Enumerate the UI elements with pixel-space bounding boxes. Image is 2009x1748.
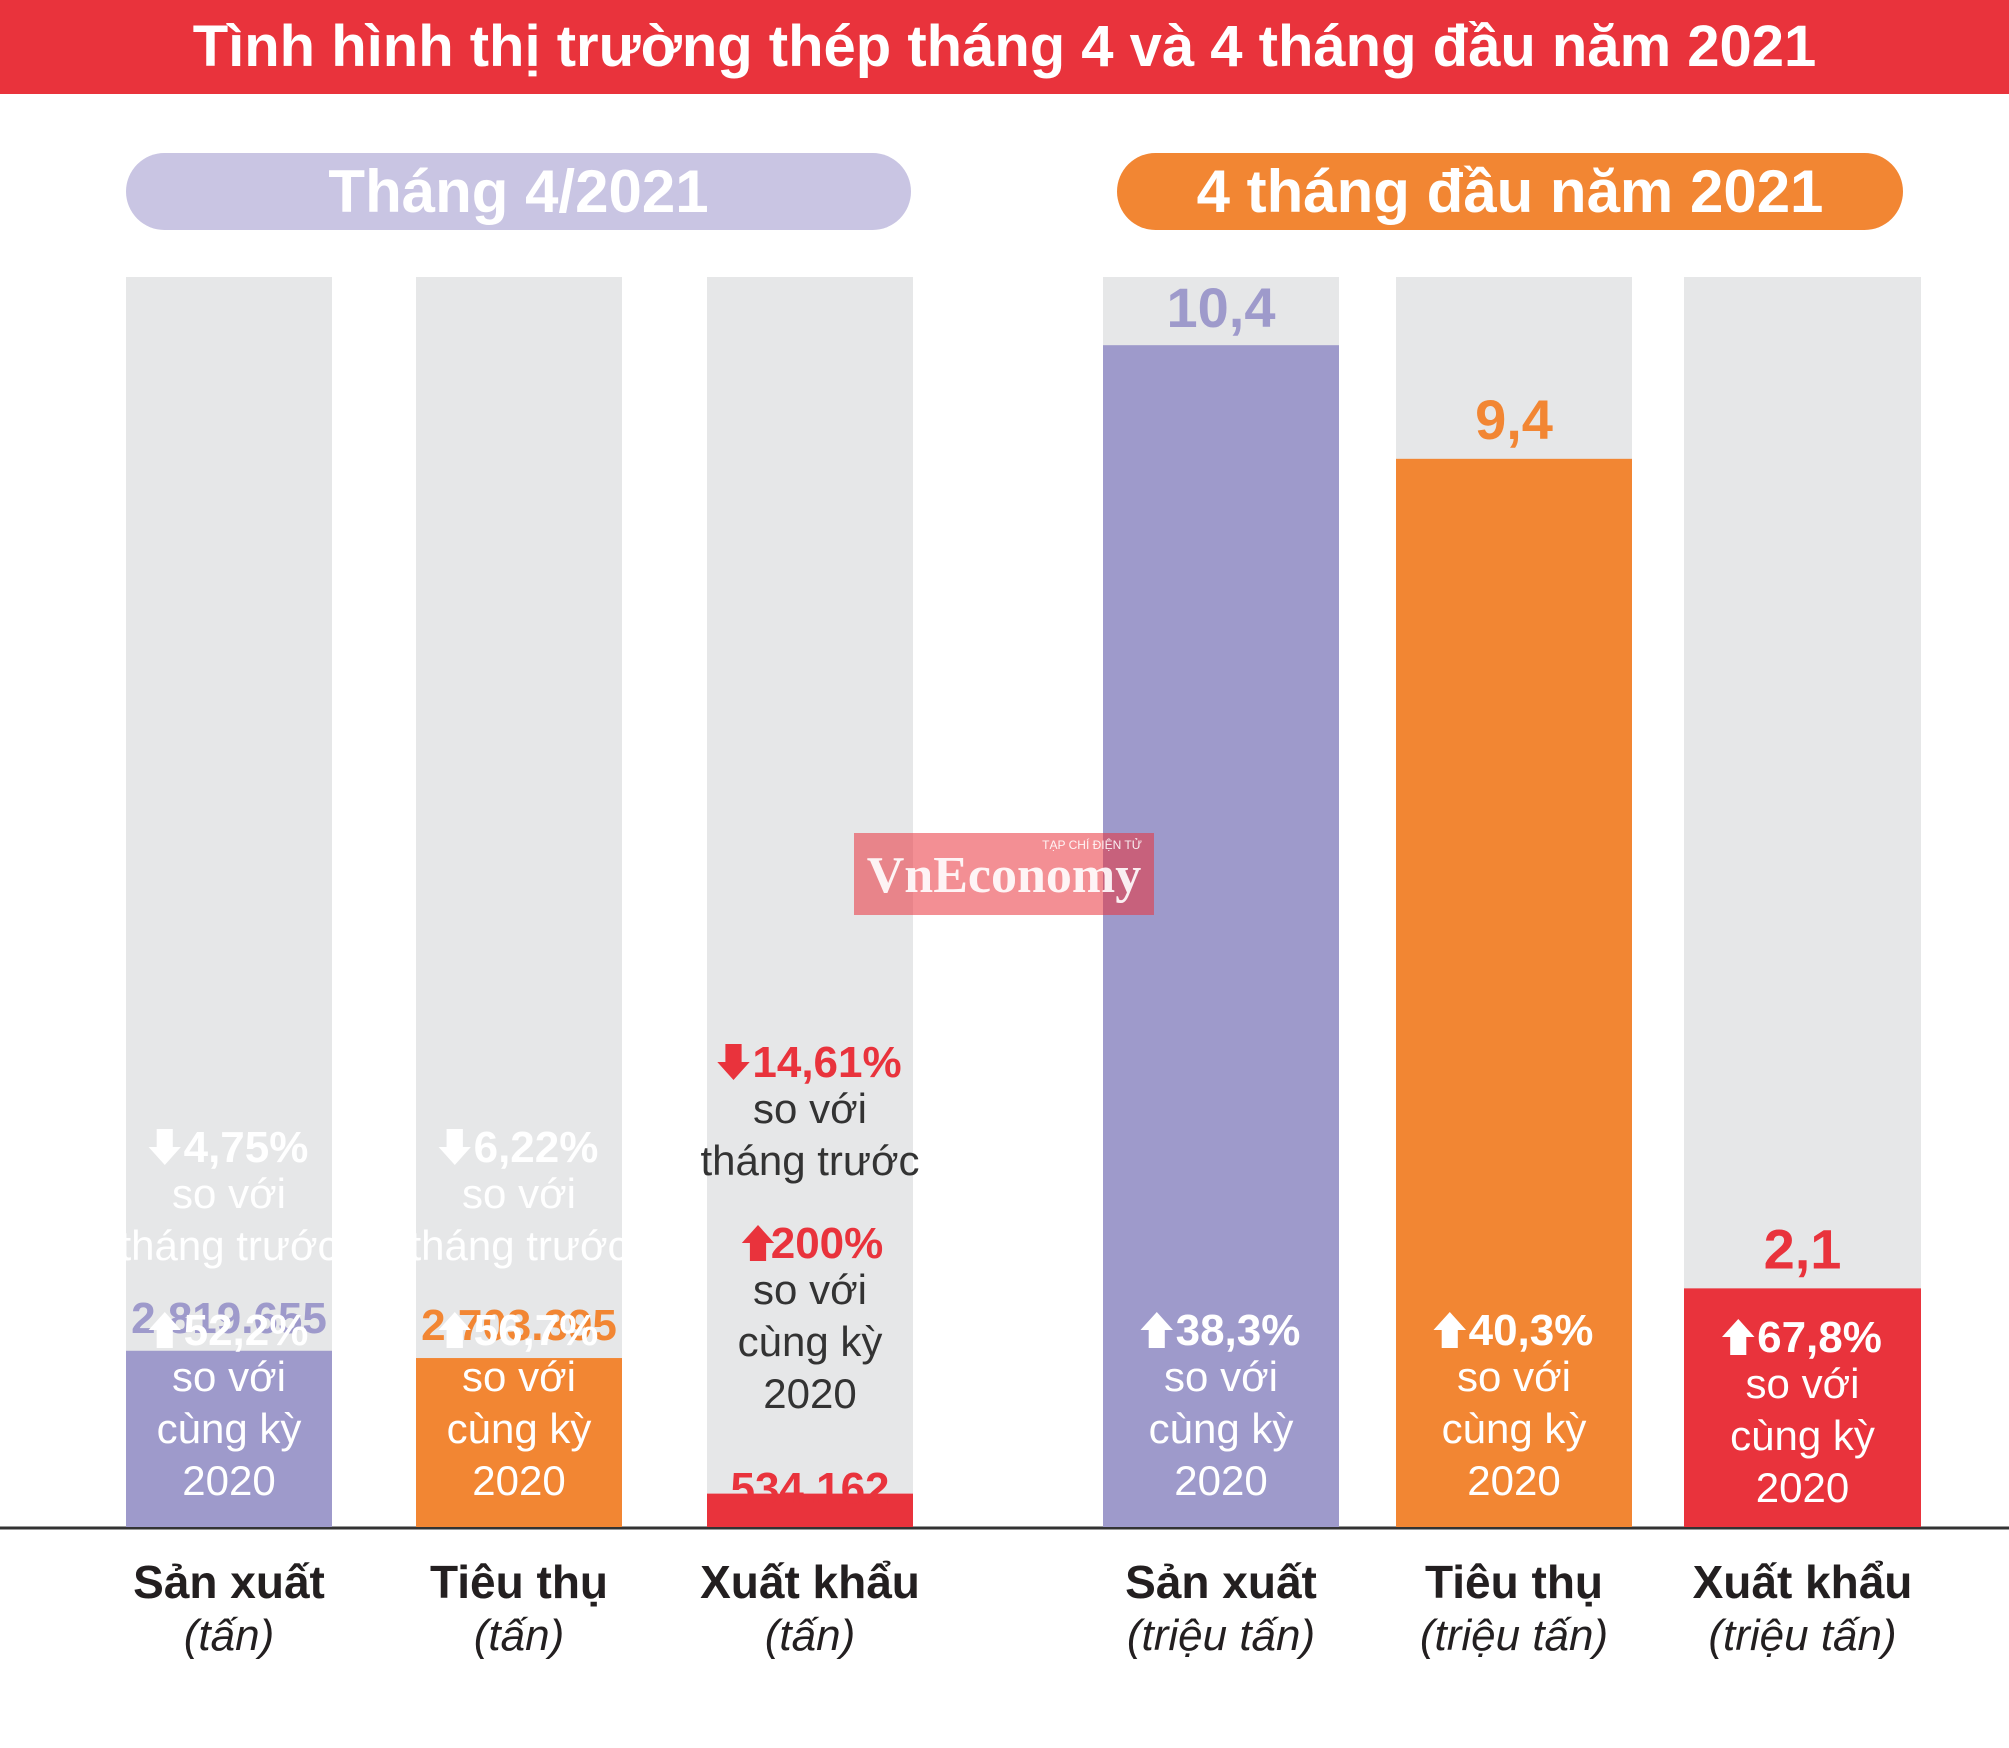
arrow-up-icon	[1433, 1312, 1466, 1348]
annotation-text: 2020	[182, 1457, 275, 1504]
arrow-up-icon	[1722, 1319, 1755, 1355]
data-label: 10,4	[1167, 276, 1276, 339]
percent-label: 6,22%	[474, 1123, 599, 1172]
arrow-up-icon	[1140, 1312, 1173, 1348]
watermark-logo: TẠP CHÍ ĐIỆN TỬ VnEconomy	[854, 833, 1154, 915]
percent-label: 67,8%	[1757, 1313, 1882, 1362]
unit-label: (triệu tấn)	[1420, 1611, 1608, 1660]
annotation-text: so với	[462, 1170, 576, 1217]
category-label: Sản xuất	[1125, 1556, 1317, 1608]
annotation-text: so với	[1457, 1353, 1571, 1400]
annotation-text: so với	[753, 1266, 867, 1313]
unit-label: (triệu tấn)	[1708, 1611, 1896, 1660]
annotation-text: 2020	[763, 1370, 856, 1417]
annotation-text: tháng trước	[409, 1222, 628, 1269]
percent-label: 14,61%	[752, 1038, 901, 1087]
category-label: Sản xuất	[133, 1556, 325, 1608]
annotation-text: tháng trước	[700, 1137, 919, 1184]
arrow-up-icon	[741, 1225, 775, 1261]
category-label: Xuất khẩu	[1693, 1556, 1913, 1608]
annotation-text: cùng kỳ	[157, 1405, 302, 1452]
percent-label: 200%	[771, 1219, 884, 1268]
annotation-text: so với	[753, 1085, 867, 1132]
category-label: Xuất khẩu	[700, 1556, 920, 1608]
percent-label: 38,3%	[1176, 1306, 1301, 1355]
annotation-text: 2020	[1467, 1457, 1560, 1504]
arrow-down-icon	[717, 1044, 750, 1080]
unit-label: (tấn)	[184, 1611, 274, 1660]
annotation-text: cùng kỳ	[447, 1405, 592, 1452]
annotation-text: so với	[172, 1170, 286, 1217]
annotation-text: 2020	[1174, 1457, 1267, 1504]
bar-ytd-2	[1684, 1288, 1921, 1527]
annotation-text: so với	[1164, 1353, 1278, 1400]
group-title-four-months: 4 tháng đầu năm 2021	[1117, 153, 1903, 230]
group-title-april: Tháng 4/2021	[126, 153, 911, 230]
annotation-text: cùng kỳ	[1149, 1405, 1294, 1452]
annotation-text: cùng kỳ	[1730, 1412, 1875, 1459]
bar-april-1	[416, 1358, 622, 1527]
category-label: Tiêu thụ	[430, 1556, 608, 1608]
percent-label: 40,3%	[1469, 1306, 1594, 1355]
unit-label: (tấn)	[474, 1611, 564, 1660]
bar-ytd-0	[1103, 345, 1339, 1527]
bar-ytd-1	[1396, 458, 1632, 1528]
bar-april-0	[126, 1350, 332, 1527]
annotation-text: 2020	[1756, 1464, 1849, 1511]
category-label: Tiêu thụ	[1425, 1556, 1603, 1608]
annotation-text: cùng kỳ	[738, 1318, 883, 1365]
data-label: 2,1	[1764, 1217, 1842, 1280]
unit-label: (triệu tấn)	[1127, 1611, 1315, 1660]
arrow-up-icon	[438, 1312, 471, 1348]
annotation-text: so với	[172, 1353, 286, 1400]
page-title: Tình hình thị trường thép tháng 4 và 4 t…	[0, 0, 2009, 94]
watermark-brand: VnEconomy	[866, 847, 1142, 904]
watermark-small-text: TẠP CHÍ ĐIỆN TỬ	[1042, 838, 1142, 852]
annotation-text: tháng trước	[119, 1222, 338, 1269]
annotation-text: so với	[1746, 1360, 1860, 1407]
annotation-text: so với	[462, 1353, 576, 1400]
arrow-down-icon	[148, 1129, 181, 1165]
data-label: 9,4	[1475, 388, 1553, 451]
arrow-up-icon	[148, 1312, 181, 1348]
arrow-down-icon	[438, 1129, 471, 1165]
unit-label: (tấn)	[765, 1611, 855, 1660]
annotation-text: 2020	[472, 1457, 565, 1504]
bar-april-2	[707, 1493, 913, 1527]
annotation-text: cùng kỳ	[1442, 1405, 1587, 1452]
percent-label: 52,2%	[184, 1306, 309, 1355]
percent-label: 4,75%	[184, 1123, 309, 1172]
percent-label: 56,7%	[474, 1306, 599, 1355]
data-label: 534.162	[730, 1464, 889, 1513]
